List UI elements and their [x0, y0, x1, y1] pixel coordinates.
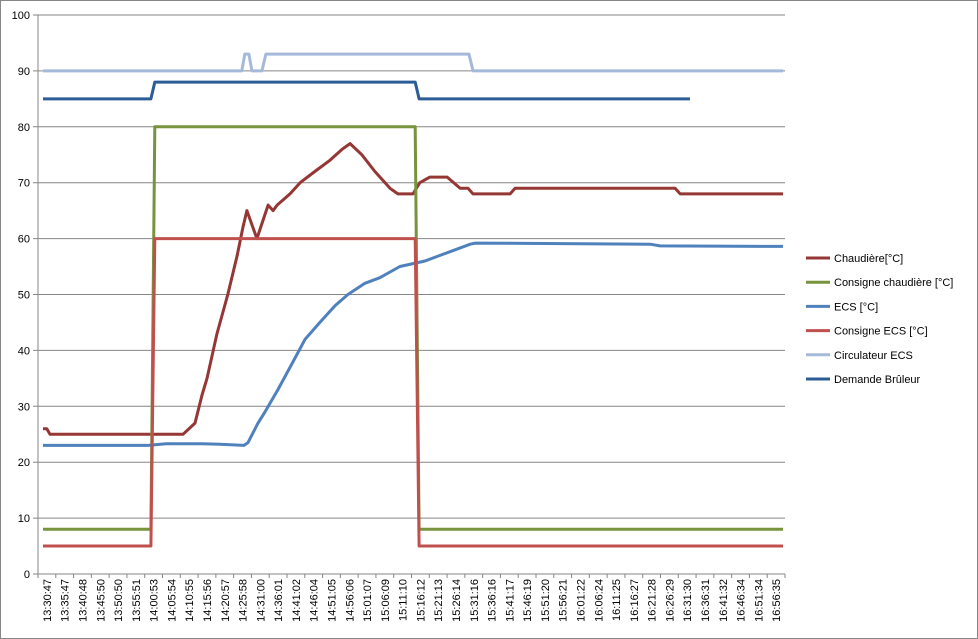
- x-tick-label: 14:56:06: [344, 579, 356, 622]
- y-tick-label: 60: [18, 234, 30, 246]
- x-tick-label: 16:56:35: [771, 579, 783, 622]
- legend-label: Circulateur ECS: [834, 350, 913, 362]
- x-tick-label: 16:31:30: [682, 579, 694, 622]
- x-tick-label: 16:06:24: [593, 579, 605, 622]
- legend-label: Consigne chaudière [°C]: [834, 277, 953, 289]
- x-tick-label: 13:30:47: [42, 579, 54, 622]
- x-tick-label: 13:35:47: [60, 579, 72, 622]
- x-tick-label: 16:11:25: [611, 579, 623, 621]
- x-tick-label: 16:26:29: [664, 579, 676, 622]
- series-line-5: [43, 80, 690, 101]
- x-tick-label: 13:50:50: [113, 579, 125, 622]
- series-line-4: [43, 52, 783, 73]
- x-tick-label: 13:40:48: [77, 579, 89, 622]
- x-tick-label: 16:41:32: [718, 579, 730, 622]
- x-tick-label: 15:21:13: [433, 579, 445, 622]
- x-tick-label: 15:56:21: [558, 579, 570, 622]
- x-tick-label: 15:46:19: [522, 579, 534, 622]
- series-line-0: [43, 142, 783, 436]
- y-tick-label: 90: [18, 66, 30, 78]
- y-tick-label: 0: [24, 569, 30, 581]
- x-tick-label: 15:11:10: [398, 579, 410, 621]
- x-tick-label: 14:31:00: [255, 579, 267, 622]
- y-tick-label: 20: [18, 457, 30, 469]
- x-tick-label: 15:36:16: [487, 579, 499, 622]
- x-tick-label: 13:45:50: [95, 579, 107, 622]
- x-tick-label: 15:06:09: [380, 579, 392, 622]
- x-tick-label: 13:55:51: [131, 579, 143, 622]
- series-line-3: [43, 237, 783, 548]
- legend-label: Demande Brûleur: [834, 374, 921, 386]
- y-tick-label: 70: [18, 178, 30, 190]
- x-tick-label: 15:16:12: [415, 579, 427, 622]
- x-tick-label: 14:36:01: [273, 579, 285, 622]
- x-tick-label: 15:41:17: [504, 579, 516, 622]
- x-tick-label: 16:01:22: [575, 579, 587, 622]
- legend-label: ECS [°C]: [834, 301, 878, 313]
- legend-label: Consigne ECS [°C]: [834, 326, 928, 338]
- x-tick-label: 14:00:53: [149, 579, 161, 622]
- x-tick-label: 16:16:27: [629, 579, 641, 622]
- x-tick-label: 15:31:16: [469, 579, 481, 622]
- x-tick-label: 14:41:02: [291, 579, 303, 622]
- x-tick-label: 16:36:31: [700, 579, 712, 622]
- y-tick-label: 80: [18, 122, 30, 134]
- y-tick-label: 10: [18, 513, 30, 525]
- x-tick-label: 15:51:20: [540, 579, 552, 622]
- x-tick-label: 15:01:07: [362, 579, 374, 622]
- x-tick-label: 16:51:34: [753, 579, 765, 622]
- y-tick-label: 50: [18, 290, 30, 302]
- x-tick-label: 14:10:55: [184, 579, 196, 622]
- x-tick-label: 14:05:54: [166, 579, 178, 622]
- series-line-2: [43, 241, 784, 447]
- x-tick-label: 14:51:05: [326, 579, 338, 622]
- x-tick-label: 16:21:28: [647, 579, 659, 622]
- legend-label: Chaudière[°C]: [834, 253, 903, 265]
- x-tick-label: 14:25:58: [238, 579, 250, 622]
- x-tick-label: 14:46:04: [309, 579, 321, 622]
- series-line-1: [43, 125, 783, 531]
- y-tick-label: 40: [18, 345, 30, 357]
- x-tick-label: 14:15:56: [202, 579, 214, 622]
- y-tick-label: 100: [12, 10, 30, 22]
- y-tick-label: 30: [18, 401, 30, 413]
- x-tick-label: 15:26:14: [451, 579, 463, 622]
- x-tick-label: 16:46:34: [736, 579, 748, 622]
- x-tick-label: 14:20:57: [220, 579, 232, 622]
